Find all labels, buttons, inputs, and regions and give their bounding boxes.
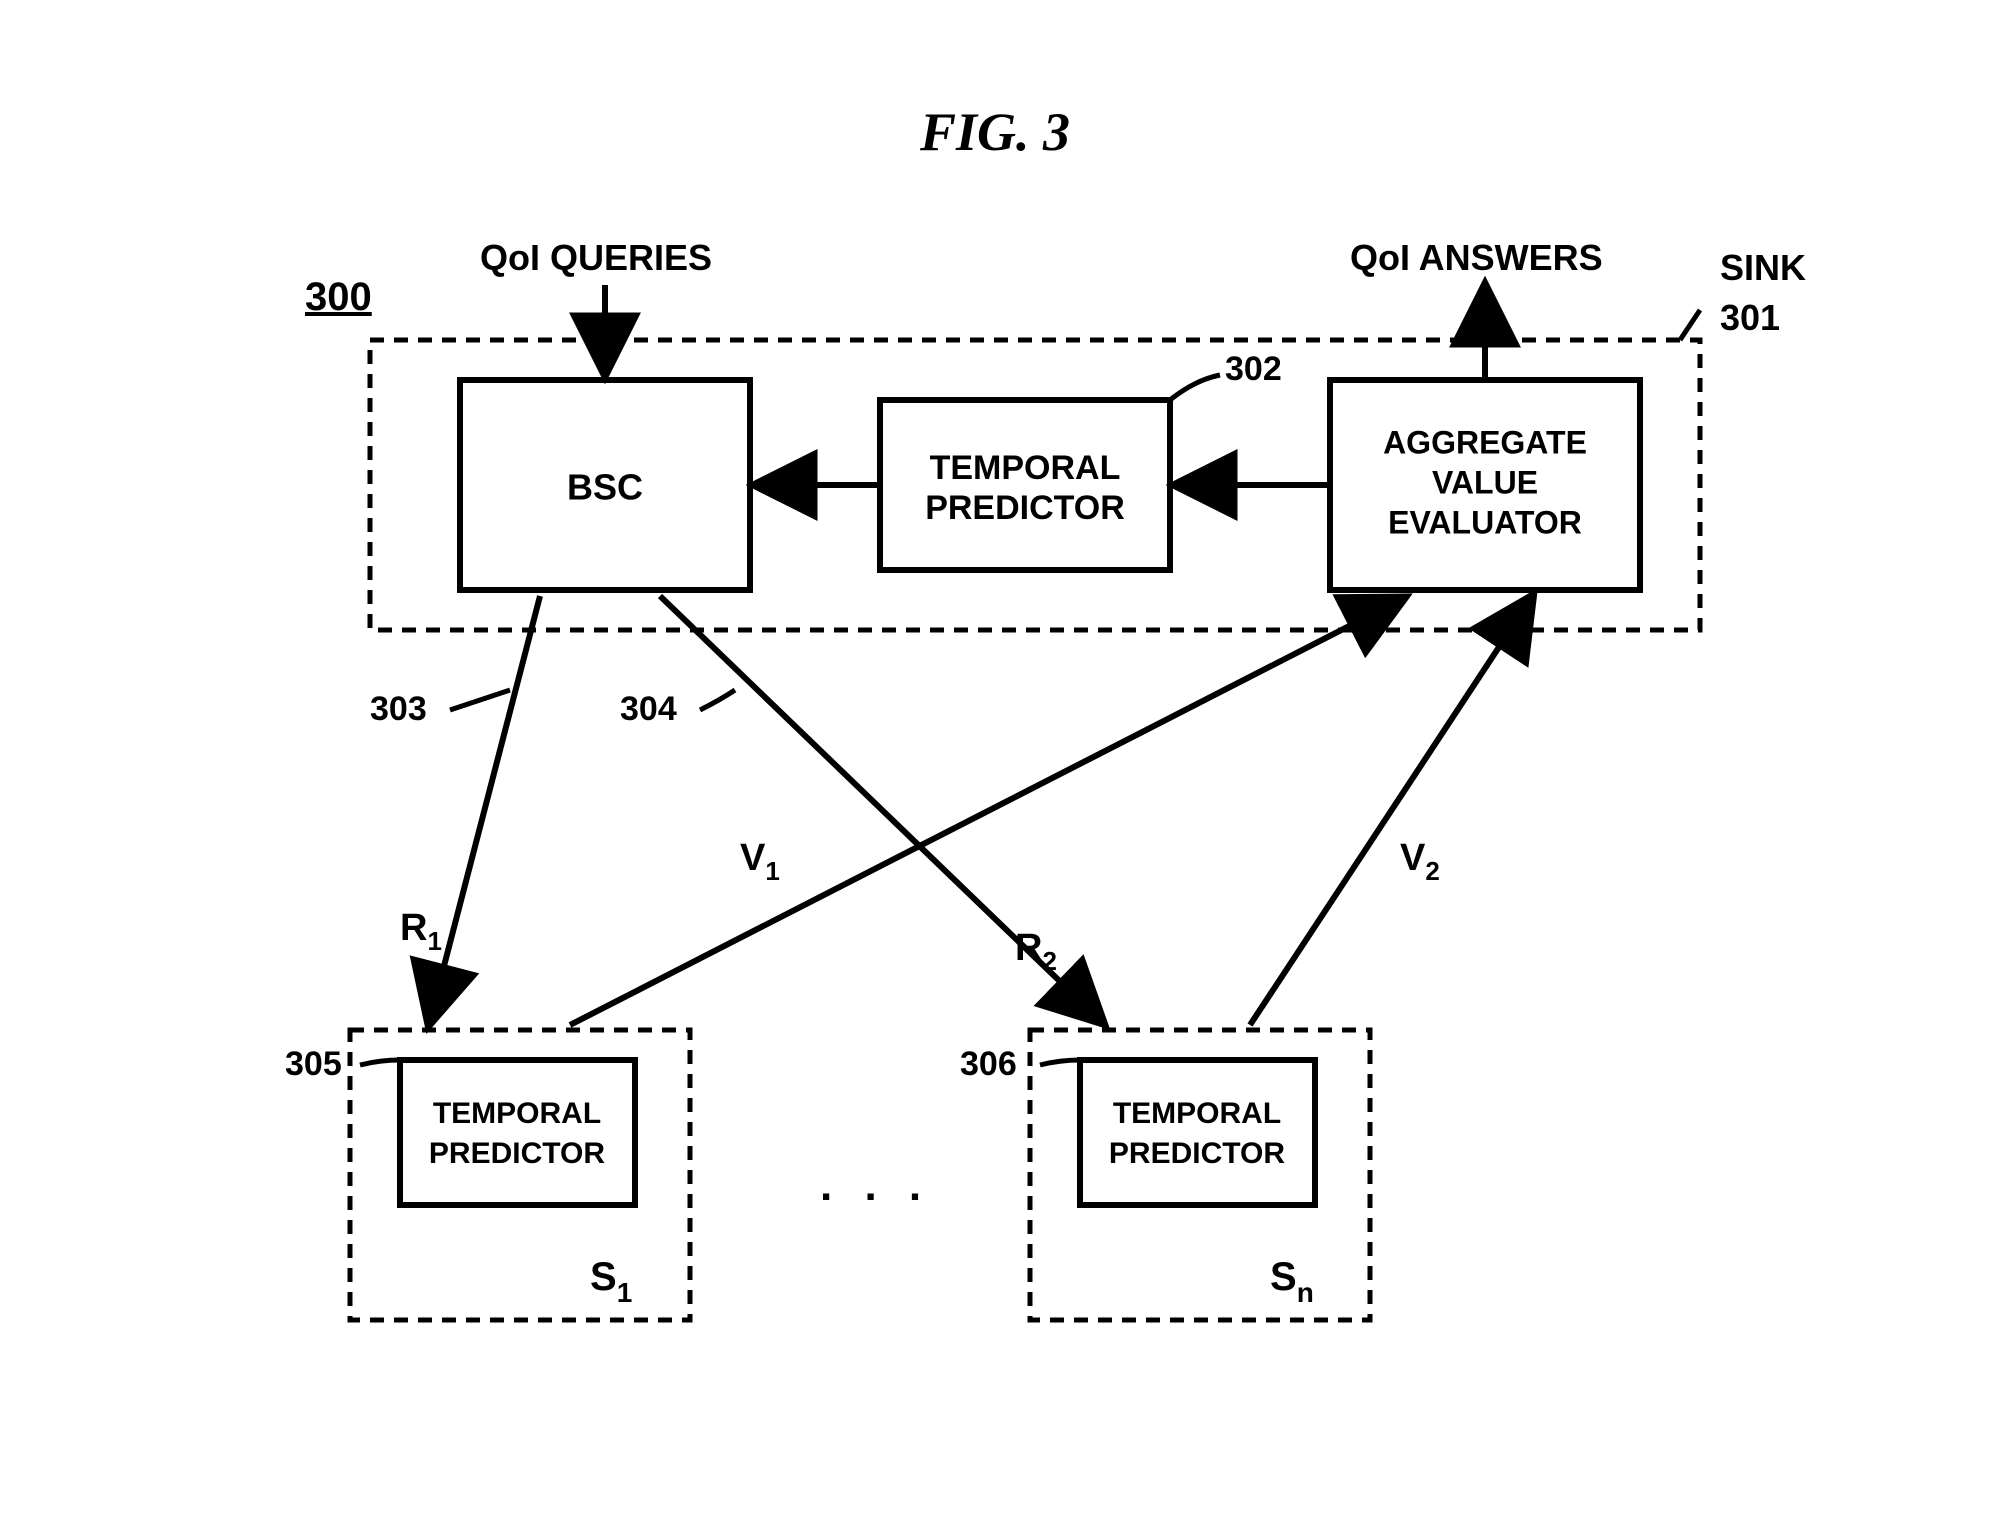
queries-label: QoI QUERIES: [480, 237, 712, 278]
sn-block-bottom: PREDICTOR: [1109, 1137, 1285, 1170]
arrow-r1: [430, 596, 540, 1020]
sn-block-top: TEMPORAL: [1113, 1097, 1281, 1130]
agg-label-2: VALUE: [1432, 464, 1538, 500]
sensor-s1-block: [400, 1060, 635, 1205]
tp-sink-label-2: PREDICTOR: [925, 489, 1125, 527]
ref-304-leader: [700, 690, 735, 710]
agg-label-3: EVALUATOR: [1388, 504, 1582, 540]
ref-305-leader: [360, 1060, 400, 1065]
label-r1: R1: [400, 907, 442, 956]
ref-306-leader: [1040, 1060, 1080, 1065]
sink-label: SINK: [1720, 247, 1806, 288]
agg-label-1: AGGREGATE: [1383, 424, 1587, 460]
figure-title: FIG. 3: [919, 102, 1070, 162]
ref-302: 302: [1225, 350, 1282, 388]
s1-label: S1: [590, 1255, 632, 1308]
ref-302-leader: [1170, 375, 1220, 400]
ref-306: 306: [960, 1045, 1017, 1083]
sensor-sn-block: [1080, 1060, 1315, 1205]
ref-305: 305: [285, 1045, 342, 1083]
ref-303: 303: [370, 690, 427, 728]
tp-sink-label-1: TEMPORAL: [930, 449, 1121, 487]
ref-304: 304: [620, 690, 677, 728]
sn-label: Sn: [1270, 1255, 1314, 1308]
label-v2: V2: [1400, 837, 1440, 886]
label-r2: R2: [1015, 927, 1057, 976]
sensor-ellipsis: . . .: [820, 1161, 931, 1210]
ref-301: 301: [1720, 297, 1780, 338]
diagram-canvas: FIG. 3 300 SINK 301 BSC TEMPORAL PREDICT…: [0, 0, 1991, 1527]
ref-303-leader: [450, 690, 510, 710]
arrow-v2: [1250, 600, 1530, 1025]
sink-leader: [1680, 310, 1700, 340]
s1-block-bottom: PREDICTOR: [429, 1137, 605, 1170]
answers-label: QoI ANSWERS: [1350, 237, 1603, 278]
arrow-v1: [570, 600, 1400, 1025]
s1-block-top: TEMPORAL: [433, 1097, 601, 1130]
label-v1: V1: [740, 837, 780, 886]
ref-300: 300: [305, 275, 372, 319]
bsc-label: BSC: [567, 467, 643, 508]
